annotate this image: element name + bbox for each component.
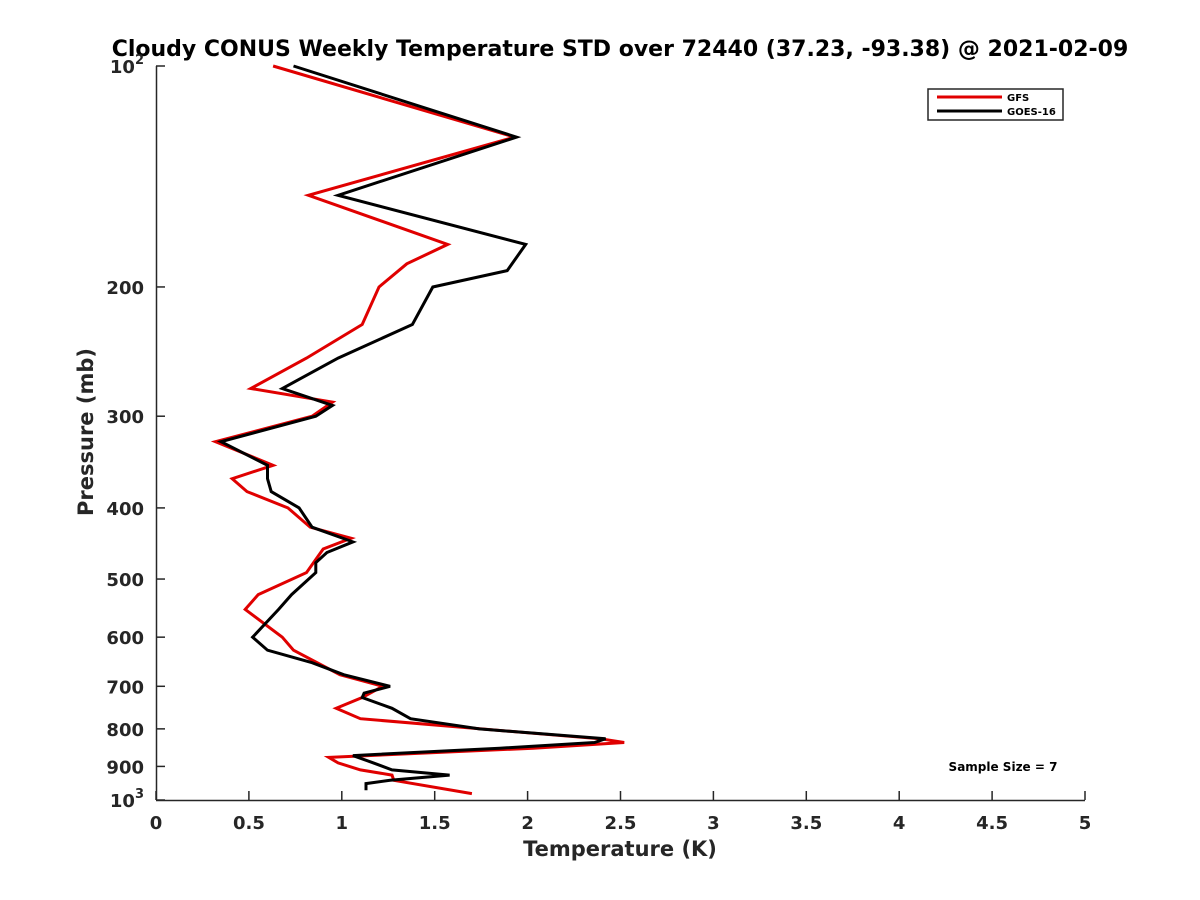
- y-tick-label: 200: [106, 278, 144, 299]
- y-tick-label: 800: [106, 720, 144, 741]
- x-tick-label: 0.5: [233, 813, 265, 834]
- x-axis-label: Temperature (K): [523, 837, 717, 861]
- y-tick-base: 10: [110, 57, 135, 78]
- y-tick-label: 102: [110, 53, 144, 78]
- plot-area: [155, 66, 1085, 802]
- y-tick-label: 900: [106, 757, 144, 778]
- y-tick-label: 103: [110, 787, 144, 812]
- y-tick-label: 700: [106, 677, 144, 698]
- legend-label: GFS: [1007, 93, 1029, 104]
- y-tick-label: 600: [106, 628, 144, 649]
- x-tick-label: 5: [1079, 813, 1092, 834]
- y-axis-label: Pressure (mb): [74, 348, 98, 516]
- x-tick-label: 3: [707, 813, 720, 834]
- series-line-gfs: [210, 64, 625, 796]
- series-lines: [210, 64, 625, 796]
- x-tick-label: 3.5: [790, 813, 822, 834]
- x-tick-label: 4: [893, 813, 906, 834]
- x-tick-label: 1: [336, 813, 349, 834]
- y-tick-base: 10: [110, 791, 135, 812]
- y-tick-label: 400: [106, 499, 144, 520]
- x-axis-ticks: 0 0.5 1 1.5 2 2.5 3 3.5 4 4.5 5: [150, 791, 1092, 834]
- y-tick-exponent: 2: [135, 53, 144, 68]
- sample-size-annotation: Sample Size = 7: [949, 760, 1058, 774]
- legend-box: [927, 88, 1064, 121]
- series-line-goes-16: [216, 64, 607, 791]
- y-tick-exponent: 3: [135, 787, 144, 802]
- legend: GFS GOES-16: [927, 88, 1064, 121]
- x-tick-label: 4.5: [976, 813, 1008, 834]
- x-tick-label: 1.5: [419, 813, 451, 834]
- x-tick-label: 2: [521, 813, 534, 834]
- legend-label: GOES-16: [1007, 107, 1056, 118]
- chart-title: Cloudy CONUS Weekly Temperature STD over…: [112, 37, 1129, 62]
- y-tick-label: 500: [106, 570, 144, 591]
- x-tick-label: 2.5: [605, 813, 637, 834]
- y-tick-label: 300: [106, 407, 144, 428]
- x-tick-label: 0: [150, 813, 163, 834]
